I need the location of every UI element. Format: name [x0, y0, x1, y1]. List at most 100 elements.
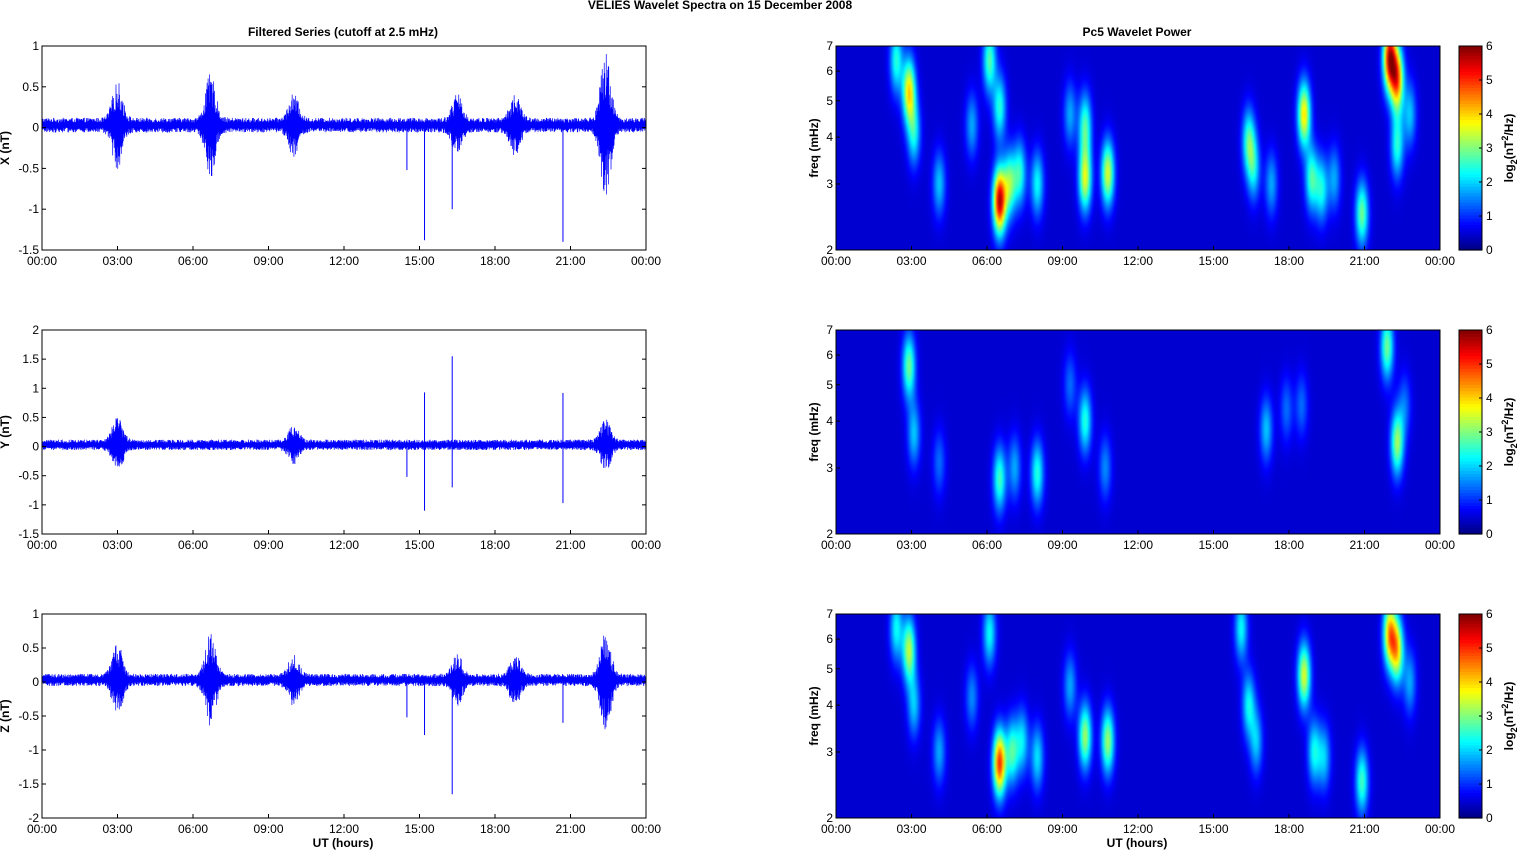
colorbar-step-wavelet-x-45	[1459, 103, 1482, 108]
colorbar-step-wavelet-x-49	[1459, 90, 1482, 95]
colorbar-step-wavelet-y-31	[1459, 432, 1482, 436]
heatmap-canvas-wavelet-z	[836, 614, 1440, 818]
colorbar-step-wavelet-x-3	[1459, 237, 1482, 242]
x-tick-label-5-8: 00:00	[1425, 822, 1455, 836]
x-tick-label-3-4: 12:00	[1123, 254, 1153, 268]
colorbar-step-wavelet-y-41	[1459, 400, 1482, 404]
colorbar-step-wavelet-z-36	[1459, 700, 1482, 704]
y-tick-label-1-7: 2	[32, 323, 39, 337]
colorbar-step-wavelet-x-1	[1459, 243, 1482, 248]
colorbar-step-wavelet-y-24	[1459, 454, 1482, 459]
colorbar-tick-label-3-6: 6	[1486, 39, 1493, 53]
y-tick-label-1-0: -1.5	[18, 527, 39, 541]
colorbar-step-wavelet-z-56	[1459, 636, 1482, 641]
colorbar-step-wavelet-x-12	[1459, 208, 1482, 213]
x-tick-label-5-6: 18:00	[1274, 822, 1304, 836]
colorbar-tick-label-4-3: 3	[1486, 425, 1493, 439]
colorbar-tick-label-5-0: 0	[1486, 811, 1493, 825]
y-tick-label-3-4: 6	[826, 64, 833, 78]
colorbar-step-wavelet-y-27	[1459, 444, 1482, 449]
colorbar-tick-label-3-0: 0	[1486, 243, 1493, 257]
colorbar-step-wavelet-z-49	[1459, 658, 1482, 663]
y-tick-label-3-5: 7	[826, 39, 833, 53]
y-tick-label-2-3: -0.5	[18, 709, 39, 723]
colorbar-step-wavelet-y-59	[1459, 342, 1482, 347]
plot-area-filtered-z	[42, 614, 646, 818]
colorbar-step-wavelet-z-22	[1459, 744, 1482, 749]
y-axis-label-wavelet-y: freq (mHz)	[807, 402, 821, 461]
colorbar-step-wavelet-y-0	[1459, 530, 1482, 535]
colorbar-step-wavelet-z-50	[1459, 655, 1482, 660]
series-line-filtered-z	[41, 634, 647, 730]
y-tick-label-0-3: 0	[32, 121, 39, 135]
x-tick-label-4-7: 21:00	[1349, 538, 1379, 552]
colorbar-step-wavelet-x-10	[1459, 214, 1482, 219]
colorbar-step-wavelet-z-45	[1459, 671, 1482, 676]
colorbar-tick-label-4-1: 1	[1486, 493, 1493, 507]
colorbar-step-wavelet-x-62	[1459, 49, 1482, 53]
colorbar-step-wavelet-y-8	[1459, 505, 1482, 510]
colorbar-step-wavelet-x-41	[1459, 116, 1482, 120]
x-tick-label-4-8: 00:00	[1425, 538, 1455, 552]
x-tick-label-5-1: 03:00	[896, 822, 926, 836]
colorbar-tick-label-4-6: 6	[1486, 323, 1493, 337]
x-tick-label-5-3: 09:00	[1047, 822, 1077, 836]
colorbar-step-wavelet-z-48	[1459, 661, 1482, 666]
colorbar-step-wavelet-x-17	[1459, 192, 1482, 197]
colorbar-step-wavelet-y-48	[1459, 377, 1482, 382]
colorbar-step-wavelet-x-7	[1459, 224, 1482, 229]
x-tick-label-3-7: 21:00	[1349, 254, 1379, 268]
colorbar-step-wavelet-z-38	[1459, 693, 1482, 698]
y-tick-label-0-1: -1	[28, 202, 39, 216]
colorbar-step-wavelet-x-50	[1459, 87, 1482, 92]
x-tick-label-1-5: 15:00	[404, 538, 434, 552]
x-tick-label-1-0: 00:00	[27, 538, 57, 552]
right-column-title: Pc5 Wavelet Power	[1083, 25, 1192, 39]
x-tick-label-0-5: 15:00	[404, 254, 434, 268]
y-tick-label-1-6: 1.5	[22, 352, 39, 366]
x-tick-label-1-7: 21:00	[555, 538, 585, 552]
colorbar-label-wavelet-y: log2(nT2/Hz)	[1500, 398, 1519, 467]
colorbar-step-wavelet-x-58	[1459, 61, 1482, 66]
colorbar-step-wavelet-x-63	[1459, 46, 1482, 50]
colorbar-step-wavelet-z-46	[1459, 668, 1482, 672]
colorbar-step-wavelet-y-51	[1459, 368, 1482, 373]
colorbar-step-wavelet-y-35	[1459, 419, 1482, 424]
colorbar-step-wavelet-z-29	[1459, 722, 1482, 727]
colorbar-step-wavelet-z-54	[1459, 642, 1482, 647]
colorbar-step-wavelet-z-1	[1459, 811, 1482, 816]
y-tick-label-4-5: 7	[826, 323, 833, 337]
x-tick-label-2-2: 06:00	[178, 822, 208, 836]
figure-title: VELIES Wavelet Spectra on 15 December 20…	[588, 0, 853, 12]
colorbar-step-wavelet-y-23	[1459, 457, 1482, 462]
colorbar-tick-label-5-3: 3	[1486, 709, 1493, 723]
colorbar-step-wavelet-z-12	[1459, 776, 1482, 781]
colorbar-step-wavelet-x-46	[1459, 100, 1482, 104]
colorbar-tick-label-5-1: 1	[1486, 777, 1493, 791]
y-tick-label-3-3: 5	[826, 94, 833, 108]
colorbar-step-wavelet-y-2	[1459, 524, 1482, 529]
colorbar-step-wavelet-z-2	[1459, 808, 1482, 813]
colorbar-step-wavelet-y-46	[1459, 384, 1482, 388]
colorbar-step-wavelet-x-52	[1459, 81, 1482, 85]
y-tick-label-0-0: -1.5	[18, 243, 39, 257]
y-tick-label-0-2: -0.5	[18, 161, 39, 175]
colorbar-step-wavelet-z-20	[1459, 751, 1482, 755]
colorbar-step-wavelet-x-56	[1459, 68, 1482, 73]
colorbar-step-wavelet-x-59	[1459, 58, 1482, 63]
colorbar-step-wavelet-z-59	[1459, 626, 1482, 631]
x-tick-label-2-3: 09:00	[253, 822, 283, 836]
colorbar-step-wavelet-y-61	[1459, 336, 1482, 341]
colorbar-step-wavelet-x-55	[1459, 71, 1482, 76]
colorbar-step-wavelet-y-53	[1459, 361, 1482, 366]
colorbar-step-wavelet-x-60	[1459, 55, 1482, 60]
colorbar-tick-label-3-4: 4	[1486, 107, 1493, 121]
colorbar-label-wavelet-x: log2(nT2/Hz)	[1500, 114, 1519, 183]
colorbar-step-wavelet-y-34	[1459, 422, 1482, 427]
x-tick-label-1-6: 18:00	[480, 538, 510, 552]
colorbar-step-wavelet-y-9	[1459, 502, 1482, 506]
colorbar-step-wavelet-y-13	[1459, 489, 1482, 494]
x-tick-label-0-2: 06:00	[178, 254, 208, 268]
y-tick-label-4-4: 6	[826, 348, 833, 362]
colorbar-tick-label-5-4: 4	[1486, 675, 1493, 689]
